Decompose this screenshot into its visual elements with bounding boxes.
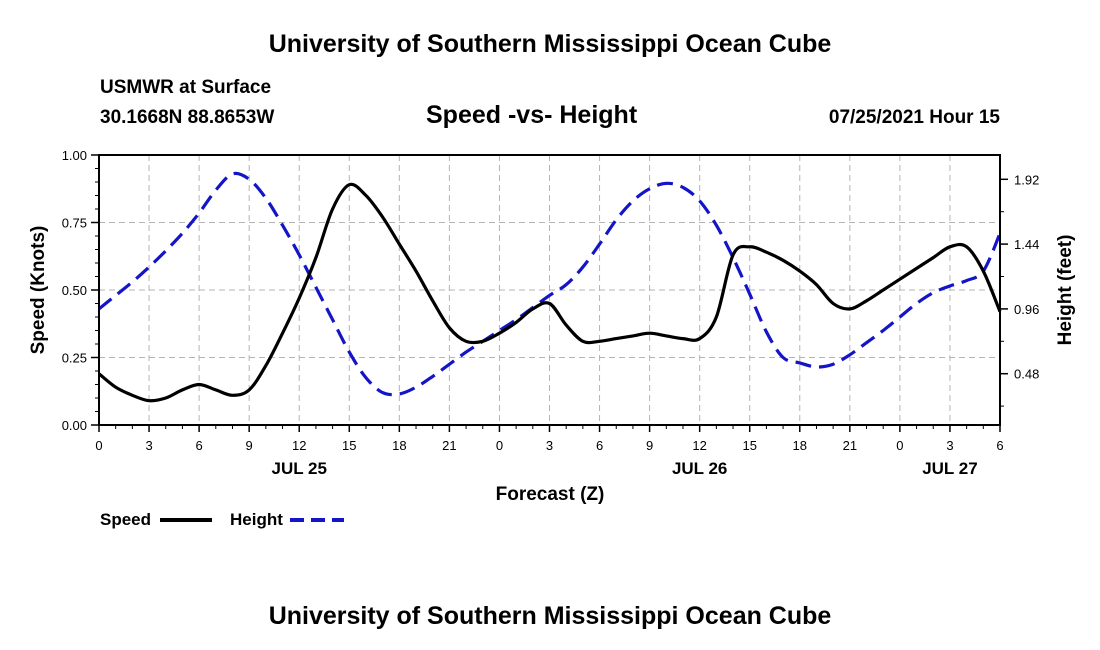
x-tick-label: 6 xyxy=(195,438,202,453)
location-label: 30.1668N 88.8653W xyxy=(100,107,275,128)
station-label: USMWR at Surface xyxy=(100,77,272,98)
date-label: JUL 25 xyxy=(271,459,326,478)
x-tick-label: 18 xyxy=(793,438,807,453)
x-tick-label: 3 xyxy=(145,438,152,453)
x-tick-label: 3 xyxy=(546,438,553,453)
y-tick-label: 0.00 xyxy=(62,418,87,433)
x-tick-label: 0 xyxy=(896,438,903,453)
speed-series-line xyxy=(97,182,1002,403)
y-tick-label: 0.50 xyxy=(62,283,87,298)
x-tick-label: 18 xyxy=(392,438,406,453)
y-tick-label: 0.25 xyxy=(62,351,87,366)
x-tick-label: 15 xyxy=(742,438,756,453)
legend: Speed Height xyxy=(100,510,344,529)
x-tick-label: 9 xyxy=(646,438,653,453)
page-title: University of Southern Mississippi Ocean… xyxy=(268,30,832,58)
x-tick-label: 0 xyxy=(95,438,102,453)
y-tick-label: 1.00 xyxy=(62,148,87,163)
x-tick-label: 3 xyxy=(946,438,953,453)
y-tick-label: 0.75 xyxy=(62,216,87,231)
y2-tick-label: 0.48 xyxy=(1014,367,1039,382)
y2-axis-title: Height (feet) xyxy=(1055,235,1076,346)
date-label: JUL 26 xyxy=(672,459,727,478)
footer-title: University of Southern Mississippi Ocean… xyxy=(268,602,832,630)
series-layer xyxy=(97,171,1002,403)
legend-label-height: Height xyxy=(230,510,283,529)
y-axis-title: Speed (Knots) xyxy=(28,226,49,355)
x-axis-title: Forecast (Z) xyxy=(496,484,605,505)
grid xyxy=(99,155,1000,425)
y2-tick-label: 0.96 xyxy=(1014,302,1039,317)
date-label: JUL 27 xyxy=(922,459,977,478)
x-tick-label: 21 xyxy=(442,438,456,453)
axes: 0 3 6 9 12 15 18 21 0 3 6 9 12 15 18 21 0 3 6 0.00 0.25 0.50 0… xyxy=(62,148,1040,478)
x-tick-label: 9 xyxy=(246,438,253,453)
x-tick-label: 0 xyxy=(496,438,503,453)
chart-title: Speed -vs- Height xyxy=(426,101,638,129)
x-tick-label: 12 xyxy=(692,438,706,453)
y2-tick-label: 1.92 xyxy=(1014,172,1039,187)
legend-label-speed: Speed xyxy=(100,510,151,529)
x-tick-label: 6 xyxy=(996,438,1003,453)
datetime-label: 07/25/2021 Hour 15 xyxy=(828,107,1000,128)
height-series-line xyxy=(97,171,1002,397)
x-tick-label: 15 xyxy=(342,438,356,453)
x-tick-label: 6 xyxy=(596,438,603,453)
x-tick-label: 12 xyxy=(292,438,306,453)
x-tick-label: 21 xyxy=(843,438,857,453)
y2-tick-label: 1.44 xyxy=(1014,237,1039,252)
